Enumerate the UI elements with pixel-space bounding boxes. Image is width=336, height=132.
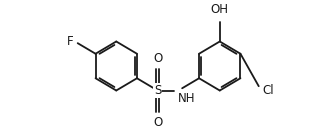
- Text: O: O: [153, 52, 162, 65]
- Text: OH: OH: [211, 3, 229, 16]
- Text: F: F: [67, 35, 74, 48]
- Text: NH: NH: [178, 92, 196, 105]
- Text: Cl: Cl: [262, 84, 274, 97]
- Text: S: S: [154, 84, 161, 97]
- Text: O: O: [153, 116, 162, 129]
